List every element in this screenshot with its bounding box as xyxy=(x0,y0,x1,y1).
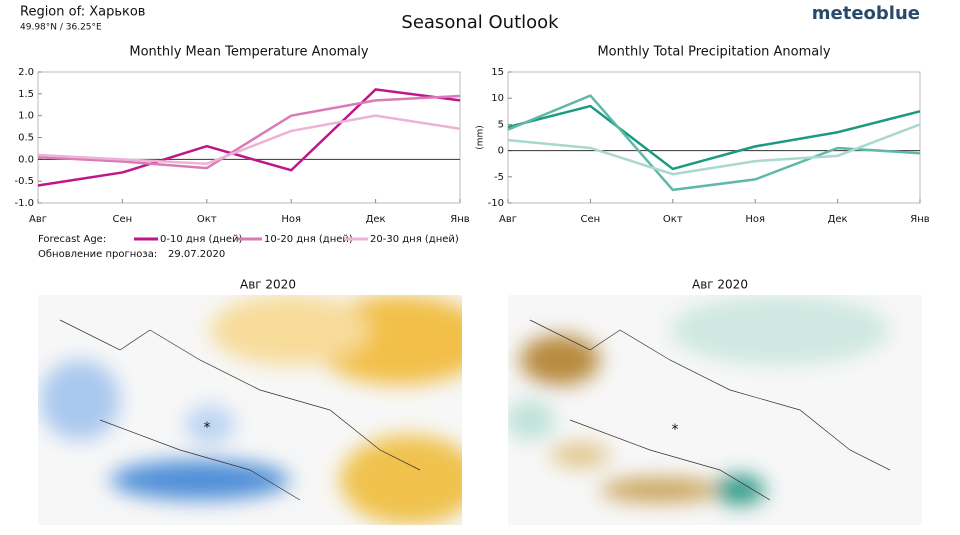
x-tick-label: Дек xyxy=(366,214,386,225)
svg-text:*: * xyxy=(204,420,211,436)
y-axis-label: (mm) xyxy=(476,125,486,150)
series-line xyxy=(507,94,921,192)
chart-title: Monthly Total Precipitation Anomaly xyxy=(597,45,830,60)
legend-label: 10-20 дня (дней) xyxy=(264,234,353,245)
update-label: Обновление прогноза: xyxy=(38,249,157,260)
x-tick-label: Окт xyxy=(663,214,683,225)
series-line xyxy=(37,94,461,170)
x-tick-label: Авг xyxy=(499,214,517,225)
y-tick-label: 10 xyxy=(491,93,504,104)
y-tick-label: -10 xyxy=(488,198,504,209)
legend-label: 20-30 дня (дней) xyxy=(370,234,459,245)
y-tick-label: -0.5 xyxy=(14,176,34,187)
forecast-age: Forecast Age: xyxy=(38,234,106,245)
y-tick-label: 5 xyxy=(498,119,504,130)
y-tick-label: 0 xyxy=(498,146,504,157)
y-tick-label: -5 xyxy=(494,172,504,183)
x-tick-label: Дек xyxy=(828,214,848,225)
legend-label: 0-10 дня (дней) xyxy=(160,234,243,245)
map-title: Авг 2020 xyxy=(240,278,296,292)
x-tick-label: Сен xyxy=(581,214,601,225)
page-title: Seasonal Outlook xyxy=(401,12,559,33)
plot-frame xyxy=(507,71,921,204)
y-tick-label: 1.5 xyxy=(18,89,34,100)
x-tick-label: Янв xyxy=(910,214,929,225)
region: Region of: Харьков xyxy=(20,5,145,20)
x-tick-label: Ноя xyxy=(745,214,765,225)
svg-text:*: * xyxy=(672,422,679,438)
x-tick-label: Окт xyxy=(197,214,217,225)
coords: 49.98°N / 36.25°E xyxy=(20,23,102,33)
chart-title: Monthly Mean Temperature Anomaly xyxy=(129,45,369,60)
series-line xyxy=(37,114,461,165)
series-line xyxy=(37,88,461,187)
y-tick-label: -1.0 xyxy=(14,198,34,209)
series-line xyxy=(507,123,921,176)
series-line xyxy=(507,104,921,171)
x-tick-label: Сен xyxy=(113,214,133,225)
y-tick-label: 2.0 xyxy=(18,67,34,78)
map: * xyxy=(508,295,922,525)
y-tick-label: 0.5 xyxy=(18,133,34,144)
x-tick-label: Ноя xyxy=(281,214,301,225)
map-title: Авг 2020 xyxy=(692,278,748,292)
y-tick-label: 0.0 xyxy=(18,154,34,165)
x-tick-label: Авг xyxy=(29,214,47,225)
update-date: 29.07.2020 xyxy=(168,249,225,260)
y-tick-label: 1.0 xyxy=(18,111,34,122)
map: * xyxy=(38,295,462,525)
y-tick-label: 15 xyxy=(491,67,504,78)
x-tick-label: Янв xyxy=(450,214,469,225)
brand: meteoblue xyxy=(812,3,920,24)
